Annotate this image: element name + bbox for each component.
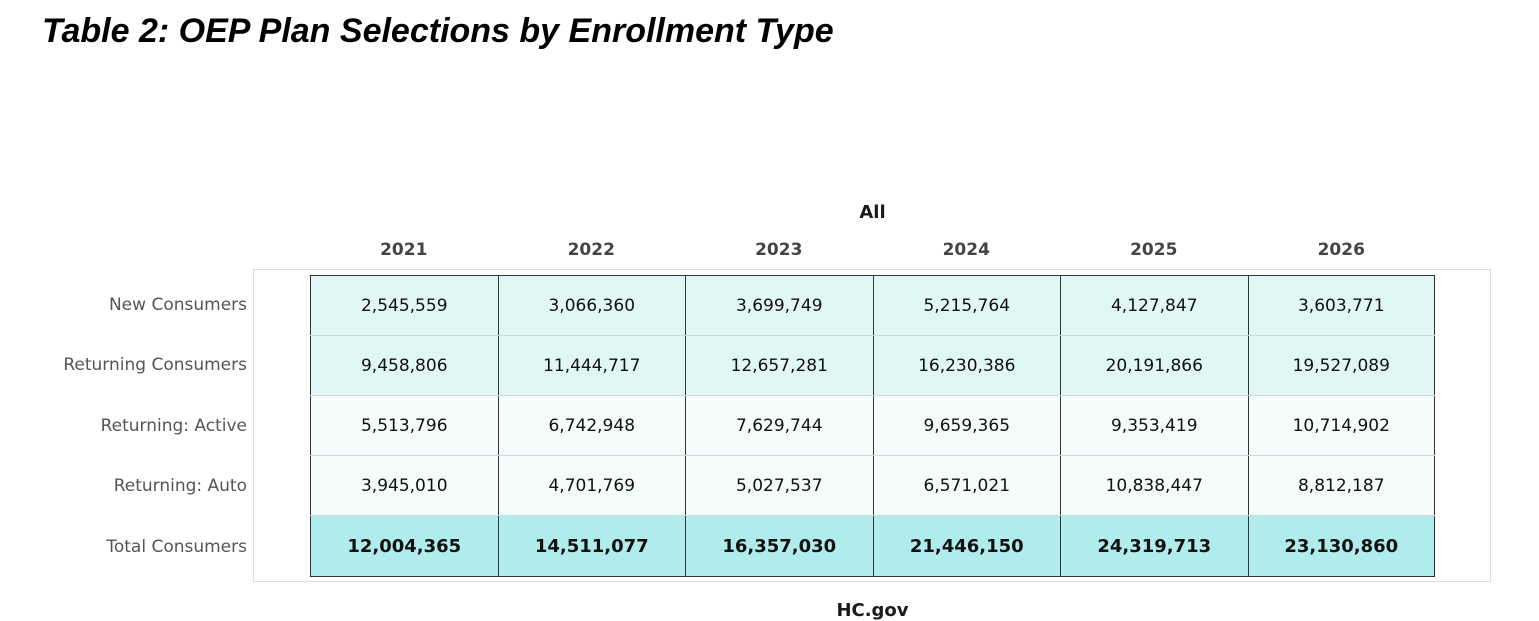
table-cell: 19,527,089 [1247, 336, 1435, 395]
year-label: 2022 [567, 240, 615, 260]
table-cell: 9,353,419 [1060, 396, 1248, 455]
table-cell: 7,629,744 [685, 396, 873, 455]
year-label: 2024 [942, 240, 990, 260]
table-cell: 6,742,948 [497, 396, 685, 455]
table-cell-total: 24,319,713 [1060, 516, 1248, 576]
row-label-returning-active: Returning: Active [100, 415, 247, 436]
section-label-hcgov: HC.gov [836, 600, 909, 621]
section-label-all: All [859, 202, 886, 223]
table-cell: 4,701,769 [497, 456, 685, 515]
table-cell: 9,659,365 [872, 396, 1060, 455]
table-cell: 12,657,281 [685, 336, 873, 395]
row-label-returning-auto: Returning: Auto [113, 476, 247, 497]
table-cell: 5,513,796 [310, 396, 498, 455]
table-cell: 3,699,749 [685, 276, 873, 335]
table-row-returning-active: 5,513,796 6,742,948 7,629,744 9,659,365 … [310, 396, 1435, 456]
table-cell-total: 12,004,365 [310, 516, 498, 576]
table-row-returning-consumers: 9,458,806 11,444,717 12,657,281 16,230,3… [310, 336, 1435, 396]
table-cell: 4,127,847 [1060, 276, 1248, 335]
table-cell: 11,444,717 [497, 336, 685, 395]
table-row-returning-auto: 3,945,010 4,701,769 5,027,537 6,571,021 … [310, 456, 1435, 516]
table-cell: 5,027,537 [685, 456, 873, 515]
row-labels: New Consumers Returning Consumers Return… [0, 275, 247, 577]
table-row-total-consumers: 12,004,365 14,511,077 16,357,030 21,446,… [310, 516, 1435, 576]
year-label: 2021 [380, 240, 428, 260]
table-cell: 20,191,866 [1060, 336, 1248, 395]
table-cell: 3,945,010 [310, 456, 498, 515]
table-cell: 5,215,764 [872, 276, 1060, 335]
row-label-returning-consumers: Returning Consumers [63, 355, 247, 376]
table-cell: 10,838,447 [1060, 456, 1248, 515]
row-label-total-consumers: Total Consumers [106, 536, 247, 557]
year-header-row: 2021 2022 2023 2024 2025 2026 [310, 240, 1435, 260]
table-cell: 16,230,386 [872, 336, 1060, 395]
data-grid: 2,545,559 3,066,360 3,699,749 5,215,764 … [310, 275, 1435, 577]
table-cell: 9,458,806 [310, 336, 498, 395]
table-row-new-consumers: 2,545,559 3,066,360 3,699,749 5,215,764 … [310, 276, 1435, 336]
table-cell-total: 21,446,150 [872, 516, 1060, 576]
table-cell-total: 16,357,030 [685, 516, 873, 576]
year-label: 2023 [755, 240, 803, 260]
table-cell-total: 23,130,860 [1247, 516, 1435, 576]
table-cell: 8,812,187 [1247, 456, 1435, 515]
table-cell: 3,603,771 [1247, 276, 1435, 335]
row-label-new-consumers: New Consumers [108, 295, 247, 315]
year-label: 2025 [1130, 240, 1178, 260]
table-cell: 10,714,902 [1247, 396, 1435, 455]
table-cell: 3,066,360 [497, 276, 685, 335]
table-title: Table 2: OEP Plan Selections by Enrollme… [42, 12, 834, 50]
table-cell: 6,571,021 [872, 456, 1060, 515]
year-label: 2026 [1317, 240, 1365, 260]
table-cell-total: 14,511,077 [497, 516, 685, 576]
table-cell: 2,545,559 [310, 276, 498, 335]
